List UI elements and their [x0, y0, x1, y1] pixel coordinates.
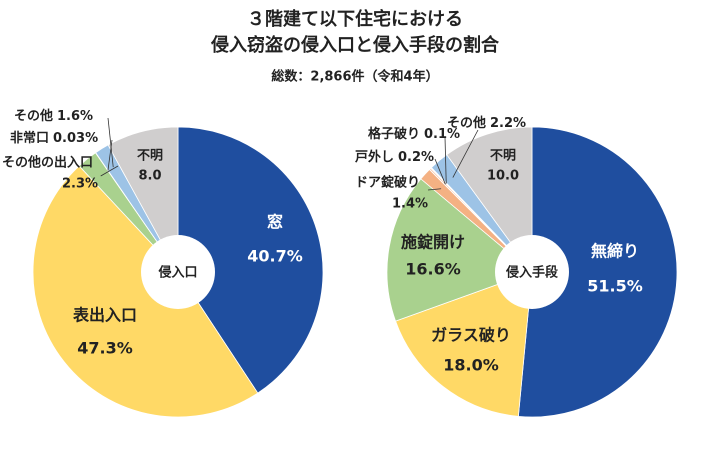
donut-hole [495, 235, 569, 309]
slice-name: その他 [14, 108, 53, 124]
slice-value: 0.1% [424, 127, 460, 142]
slice-value: 8.0 [138, 169, 161, 184]
pie-slice [386, 178, 533, 322]
slice-name: 不明 [137, 149, 163, 164]
slice-label: 非常口 0.03% [10, 130, 98, 146]
slice-name: その他の出入口 [2, 155, 93, 171]
slice-value: 47.3% [77, 339, 133, 358]
leader-line [434, 158, 446, 185]
subtitle: 総数：2,866件（令和4年） [271, 69, 438, 85]
slice-name: 窓 [267, 213, 283, 232]
slice-label: 格子破り 0.1% [368, 126, 460, 142]
slice-name: 施錠開け [401, 233, 465, 252]
slice-value: 2.3% [62, 177, 98, 192]
slice-value: 1.6% [57, 109, 93, 124]
slice-name: 格子破り [368, 126, 420, 142]
slice-value: 18.0% [443, 356, 499, 375]
slice-label: その他 2.2% [447, 115, 526, 131]
slice-name: ドア錠破り [355, 175, 420, 191]
slice-name: 戸外し [355, 149, 394, 165]
title-line: ３階建て以下住宅における [247, 8, 463, 30]
leader-line [452, 129, 479, 178]
pie-slice [446, 126, 533, 274]
pie-slice [32, 165, 259, 418]
slice-value: 2.2% [490, 116, 526, 131]
center-label: 侵入手段 [505, 265, 558, 281]
slice-value: 51.5% [587, 277, 643, 296]
pie-slice [107, 126, 179, 273]
slice-value: 0.2% [398, 150, 434, 165]
leader-line [444, 136, 447, 184]
leader-line [107, 139, 113, 171]
slice-value: 0.03% [53, 131, 98, 146]
slice-name: 不明 [490, 149, 516, 164]
leader-line [427, 188, 442, 191]
slice-label: 戸外し 0.2% [355, 149, 434, 165]
slice-name: その他 [447, 115, 486, 131]
pie-slice [517, 126, 678, 418]
slice-value: 1.4% [392, 197, 428, 212]
leader-line [100, 165, 119, 177]
slice-name: 表出入口 [72, 306, 137, 325]
pie-slice [395, 271, 533, 417]
slice-value: 10.0 [487, 169, 519, 184]
slice-label: その他 1.6% [14, 108, 93, 124]
slice-name: ガラス破り [431, 326, 511, 345]
title-line: 侵入窃盗の侵入口と侵入手段の割合 [210, 34, 500, 56]
slice-value: 16.6% [405, 260, 461, 279]
leader-line [107, 117, 114, 168]
slice-value: 40.7% [247, 247, 303, 266]
center-label: 侵入口 [157, 265, 197, 281]
donut-hole [141, 235, 215, 309]
slice-name: 無締り [591, 242, 639, 261]
slice-name: 非常口 [10, 130, 49, 146]
